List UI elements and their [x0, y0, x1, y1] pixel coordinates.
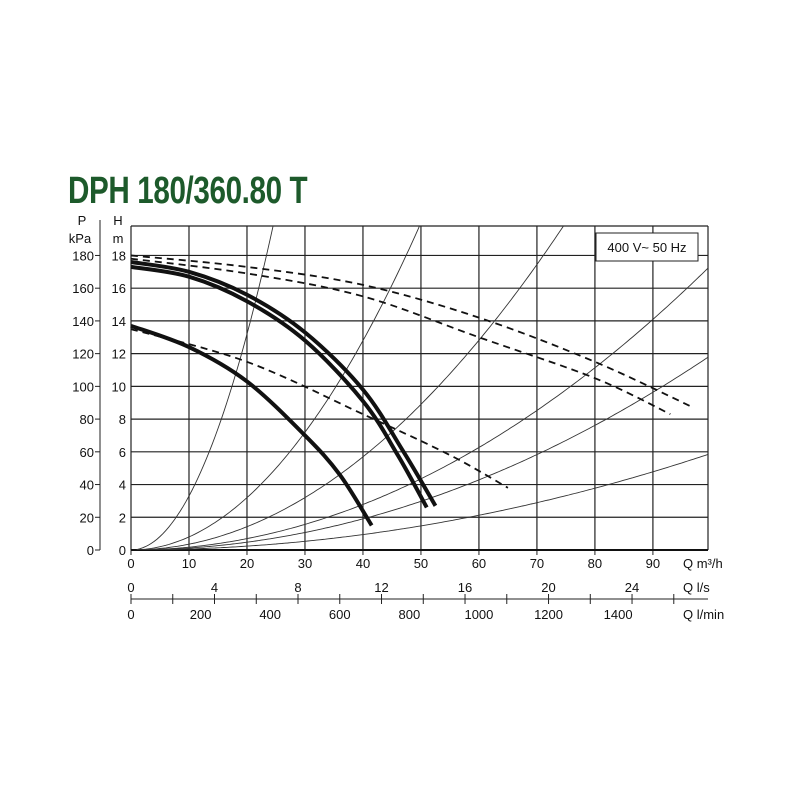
pump-curve-solid	[130, 264, 429, 509]
lmin-tick-label: 600	[329, 607, 351, 622]
system-curve	[136, 226, 420, 550]
h-tick-label: 2	[119, 510, 126, 525]
h-tick-label: 0	[119, 543, 126, 558]
h-tick-label: 18	[112, 248, 126, 263]
pump-curve-dashed	[130, 328, 509, 489]
h-axis-label: H	[113, 213, 122, 228]
ls-tick-label: 0	[127, 580, 134, 595]
h-tick-label: 12	[112, 347, 126, 362]
h-tick-label: 16	[112, 281, 126, 296]
p-tick-label: 140	[72, 314, 94, 329]
lmin-tick-label: 400	[259, 607, 281, 622]
x-tick-label: 0	[127, 556, 134, 571]
system-curve	[136, 226, 565, 550]
p-tick-label: 160	[72, 281, 94, 296]
lmin-tick-label: 1000	[464, 607, 493, 622]
p-axis-label: P	[78, 213, 87, 228]
lmin-tick-label: 0	[127, 607, 134, 622]
p-tick-label: 180	[72, 248, 94, 263]
ls-axis-label: Q l/s	[683, 580, 710, 595]
h-tick-label: 14	[112, 314, 126, 329]
x-tick-label: 60	[472, 556, 486, 571]
p-tick-label: 20	[80, 510, 94, 525]
p-tick-label: 60	[80, 445, 94, 460]
pump-curve-solid	[130, 260, 438, 507]
h-tick-label: 10	[112, 379, 126, 394]
lmin-axis-label: Q l/min	[683, 607, 724, 622]
p-tick-label: 80	[80, 412, 94, 427]
ls-tick-label: 8	[294, 580, 301, 595]
h-tick-label: 6	[119, 445, 126, 460]
x-axis-label: Q m³/h	[683, 556, 723, 571]
ls-tick-label: 16	[458, 580, 472, 595]
h-tick-label: 8	[119, 412, 126, 427]
x-tick-label: 70	[530, 556, 544, 571]
system-curve	[136, 226, 274, 550]
system-curve	[136, 267, 708, 550]
ls-tick-label: 4	[211, 580, 218, 595]
p-tick-label: 120	[72, 347, 94, 362]
p-tick-label: 40	[80, 478, 94, 493]
lmin-tick-label: 200	[190, 607, 212, 622]
ls-tick-label: 20	[541, 580, 555, 595]
p-axis-unit: kPa	[69, 231, 92, 246]
h-tick-label: 4	[119, 478, 126, 493]
h-axis-unit: m	[113, 231, 124, 246]
x-tick-label: 30	[298, 556, 312, 571]
p-tick-label: 0	[87, 543, 94, 558]
annotation-box	[595, 232, 699, 262]
x-tick-label: 90	[646, 556, 660, 571]
x-tick-label: 40	[356, 556, 370, 571]
ls-tick-label: 24	[625, 580, 639, 595]
x-tick-label: 50	[414, 556, 428, 571]
lmin-tick-label: 1200	[534, 607, 563, 622]
x-tick-label: 10	[182, 556, 196, 571]
annotation-text: 400 V~ 50 Hz	[607, 240, 686, 255]
pump-curve-solid	[130, 323, 374, 527]
pump-curve-dashed	[130, 257, 671, 415]
p-tick-label: 100	[72, 379, 94, 394]
x-tick-label: 80	[588, 556, 602, 571]
lmin-tick-label: 1400	[604, 607, 633, 622]
chart-title: DPH 180/360.80 T	[68, 170, 308, 212]
x-tick-label: 20	[240, 556, 254, 571]
lmin-tick-label: 800	[399, 607, 421, 622]
ls-tick-label: 12	[374, 580, 388, 595]
system-curve	[136, 453, 708, 550]
